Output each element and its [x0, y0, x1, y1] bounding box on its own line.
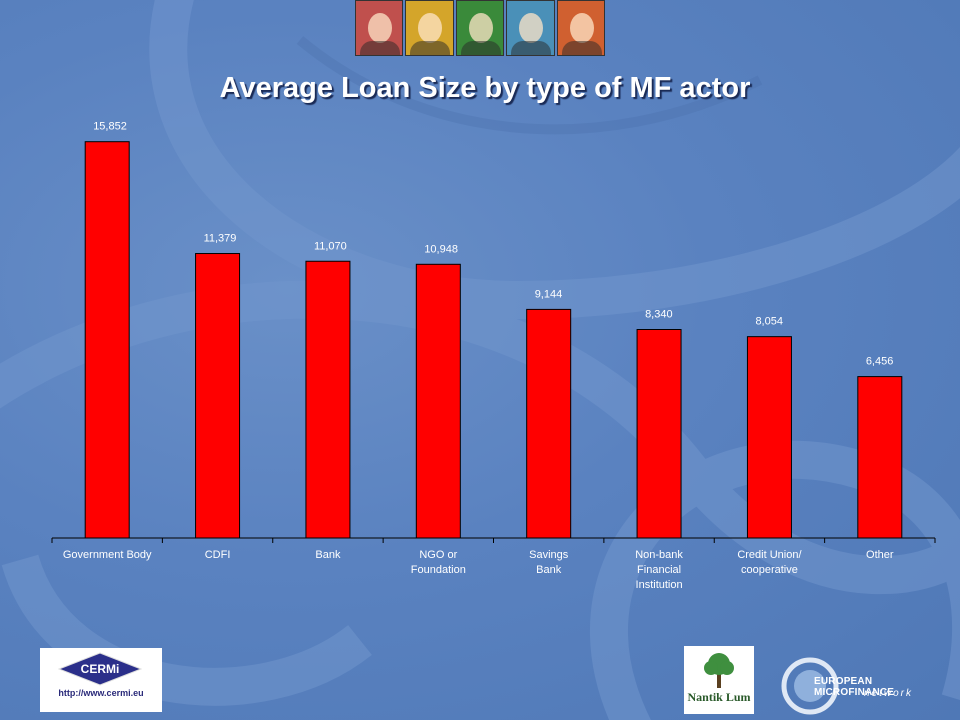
category-label: Financial — [637, 564, 681, 576]
bar — [195, 253, 241, 539]
category-label: Other — [866, 549, 894, 561]
bar — [526, 308, 572, 539]
cermi-diamond-icon: CERMi — [58, 652, 142, 686]
emn-name: EUROPEAN MICROFINANCE — [814, 676, 895, 698]
category-label: Institution — [636, 579, 683, 591]
chart-title: Average Loan Size by type of MF actor — [219, 72, 751, 104]
photo-woman-orange — [556, 0, 606, 56]
bar-value-label: 11,070 — [314, 240, 347, 252]
emn-network-word: network — [864, 688, 914, 699]
bar — [636, 329, 682, 539]
category-label: NGO or — [419, 549, 457, 561]
european-microfinance-network-logo: EUROPEAN MICROFINANCE network — [780, 656, 930, 716]
category-label: Bank — [315, 549, 341, 561]
cermi-url: http://www.cermi.eu — [58, 688, 144, 698]
bar — [84, 141, 130, 539]
nantik-lum-logo: Nantik Lum — [684, 646, 754, 714]
category-label: Savings — [529, 549, 569, 561]
cermi-logo: CERMi http://www.cermi.eu — [40, 648, 162, 712]
bar — [857, 376, 903, 539]
bar-value-label: 6,456 — [866, 356, 894, 368]
bar-value-label: 9,144 — [535, 288, 563, 300]
bar — [415, 263, 461, 539]
category-label: Foundation — [411, 564, 466, 576]
bar — [746, 336, 792, 539]
header-photo-strip — [355, 0, 606, 56]
bar-value-label: 15,852 — [93, 121, 127, 133]
category-label: Government Body — [63, 549, 152, 561]
category-label: CDFI — [205, 549, 231, 561]
category-label: Bank — [536, 564, 562, 576]
bar — [305, 260, 351, 539]
svg-text:CERMi: CERMi — [81, 662, 120, 676]
tree-icon — [704, 653, 734, 688]
globe-icon — [781, 657, 839, 715]
bar-value-label: 11,379 — [204, 233, 237, 245]
photo-woman-green — [455, 0, 505, 56]
bar-chart: 15,852 Government Body 11,379 CDFI 11,070 Ban… — [51, 121, 936, 591]
category-label: Non-bank — [635, 549, 683, 561]
bar-value-label: 8,054 — [755, 316, 783, 328]
category-label: cooperative — [741, 564, 798, 576]
bar-value-label: 8,340 — [645, 309, 673, 321]
photo-man-yellow — [405, 0, 454, 56]
photo-woman-red — [355, 0, 404, 56]
category-label: Credit Union/ — [737, 549, 802, 561]
bar-value-label: 10,948 — [424, 243, 458, 255]
nantik-lum-name: Nantik Lum — [687, 690, 751, 704]
photo-man-blue — [506, 0, 555, 56]
